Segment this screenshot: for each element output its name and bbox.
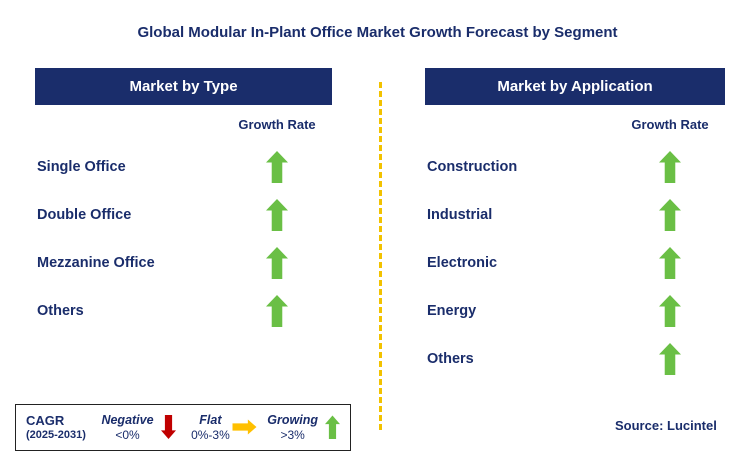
segment-row: Industrial: [425, 191, 725, 239]
application-rows: Construction Industrial Electronic Energ…: [425, 143, 725, 383]
panel-market-by-application: Market by Application Growth Rate Constr…: [425, 68, 725, 383]
segment-label: Single Office: [37, 159, 126, 175]
growth-up-arrow-icon: [659, 151, 681, 183]
legend-growing-range: >3%: [280, 427, 305, 442]
growth-rate-label-application: Growth Rate: [631, 117, 709, 132]
segment-label: Mezzanine Office: [37, 255, 155, 271]
growth-arrow-cell: [222, 247, 332, 279]
growth-arrow-cell: [615, 295, 725, 327]
legend-cagr-period: (2025-2031): [26, 428, 86, 441]
panel-application-header: Market by Application: [425, 68, 725, 105]
growth-arrow-cell: [615, 247, 725, 279]
chart-title: Global Modular In-Plant Office Market Gr…: [137, 24, 618, 41]
segment-label: Others: [37, 303, 84, 319]
segment-row: Energy: [425, 287, 725, 335]
segment-label: Others: [427, 351, 474, 367]
negative-down-arrow-icon: [161, 415, 176, 439]
legend-growing-label: Growing: [267, 412, 318, 427]
segment-label: Construction: [427, 159, 518, 175]
growth-arrow-cell: [615, 151, 725, 183]
panel-type-header: Market by Type: [35, 68, 332, 105]
growth-up-arrow-icon: [659, 295, 681, 327]
growth-arrow-cell: [222, 199, 332, 231]
segment-row: Others: [35, 287, 332, 335]
legend-item-growing: Growing >3%: [267, 413, 340, 442]
legend-flat-text: Flat 0%-3%: [191, 413, 230, 442]
type-rows: Single Office Double Office Mezzanine Of…: [35, 143, 332, 335]
growth-up-arrow-icon: [266, 295, 288, 327]
growth-arrow-cell: [615, 199, 725, 231]
legend-item-negative: Negative <0%: [101, 413, 175, 442]
panel-market-by-type: Market by Type Growth Rate Single Office…: [35, 68, 332, 335]
segment-label: Energy: [427, 303, 477, 319]
legend-cagr-block: CAGR (2025-2031): [26, 412, 86, 442]
segment-label: Double Office: [37, 207, 132, 223]
growth-up-arrow-icon: [266, 247, 288, 279]
legend-negative-label: Negative: [101, 412, 154, 427]
growth-arrow-cell: [615, 343, 725, 375]
source-label: Source: Lucintel: [615, 418, 717, 433]
growth-arrow-cell: [222, 295, 332, 327]
segment-label: Electronic: [427, 255, 498, 271]
legend-growing-text: Growing >3%: [267, 413, 318, 442]
segment-row: Double Office: [35, 191, 332, 239]
segment-row: Electronic: [425, 239, 725, 287]
legend-flat-label: Flat: [199, 412, 222, 427]
legend-flat-range: 0%-3%: [191, 427, 230, 442]
dashed-divider: [379, 82, 382, 430]
growth-up-arrow-icon: [659, 199, 681, 231]
growing-up-arrow-icon: [324, 415, 340, 440]
segment-label: Industrial: [427, 207, 493, 223]
legend-negative-text: Negative <0%: [101, 413, 153, 442]
growth-rate-label-type: Growth Rate: [238, 117, 316, 132]
growth-up-arrow-icon: [659, 343, 681, 375]
segment-row: Single Office: [35, 143, 332, 191]
legend-item-flat: Flat 0%-3%: [191, 413, 252, 442]
flat-right-arrow-icon: [232, 420, 256, 435]
segment-row: Others: [425, 335, 725, 383]
segment-row: Mezzanine Office: [35, 239, 332, 287]
growth-up-arrow-icon: [266, 151, 288, 183]
growth-up-arrow-icon: [266, 199, 288, 231]
legend-negative-range: <0%: [115, 427, 140, 442]
growth-arrow-cell: [222, 151, 332, 183]
segment-row: Construction: [425, 143, 725, 191]
cagr-legend: CAGR (2025-2031) Negative <0% Flat 0%-3%…: [15, 404, 351, 451]
growth-up-arrow-icon: [659, 247, 681, 279]
legend-cagr-label: CAGR: [26, 412, 65, 428]
